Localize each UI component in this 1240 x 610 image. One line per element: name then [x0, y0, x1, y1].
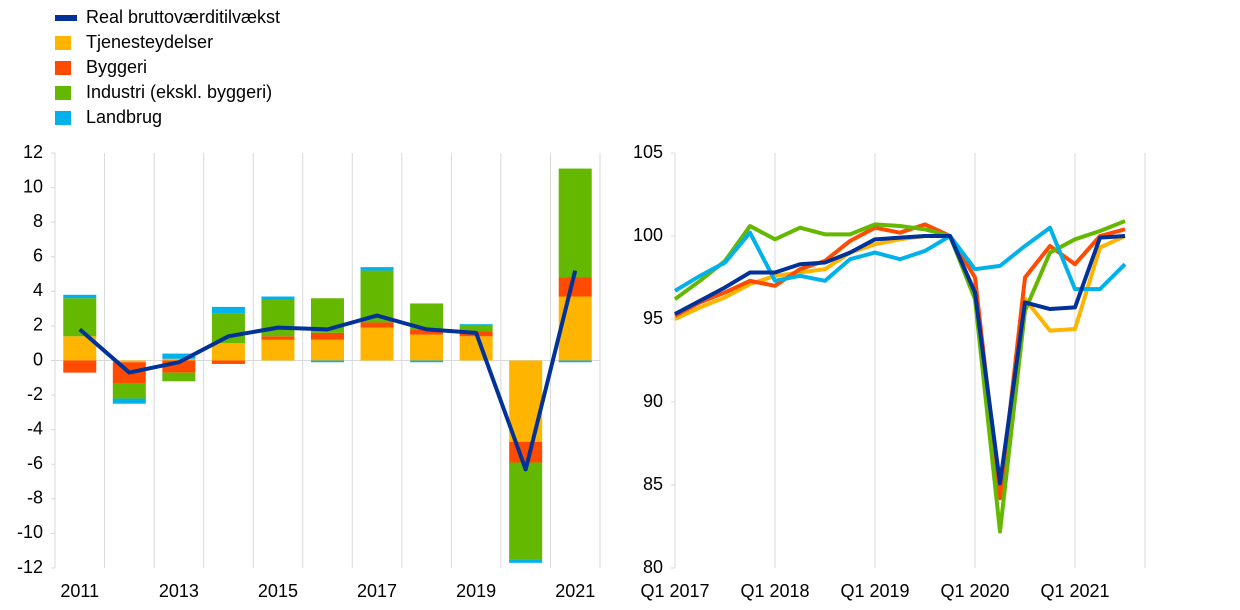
bar-segment [211, 313, 245, 344]
bar-segment [211, 343, 245, 361]
y-tick-label: 85 [643, 474, 663, 494]
line-series [674, 234, 1126, 491]
x-tick-label: 2021 [555, 581, 595, 601]
legend-label: Byggeri [86, 57, 147, 77]
bar-segment [112, 382, 146, 399]
bar-segment [311, 339, 344, 361]
bar-segment [112, 398, 146, 404]
bar-segment [558, 277, 592, 297]
bar-segment [509, 441, 543, 463]
bar-segment [509, 559, 543, 563]
y-tick-label: -12 [17, 557, 43, 577]
line-series [673, 219, 1126, 534]
x-tick-label: 2015 [258, 581, 298, 601]
y-tick-label: 100 [633, 225, 663, 245]
line-series [673, 225, 1127, 293]
x-tick-label: Q1 2018 [740, 581, 809, 601]
y-tick-label: 6 [33, 246, 43, 266]
x-tick-label: Q1 2020 [940, 581, 1009, 601]
y-tick-label: 105 [633, 142, 663, 162]
bar-segment [410, 329, 444, 335]
y-tick-label: -10 [17, 522, 43, 542]
legend-swatch [55, 36, 71, 50]
y-tick-label: -2 [27, 384, 43, 404]
line-series [674, 222, 1126, 501]
bar-segment [261, 339, 295, 361]
line-series [78, 270, 578, 472]
legend-swatch [55, 111, 71, 125]
legend-label: Tjenesteydelser [86, 32, 213, 52]
legend-swatch [55, 86, 71, 100]
bar-segment [360, 327, 394, 361]
bar-segment [261, 336, 295, 340]
y-tick-label: 95 [643, 308, 663, 328]
legend-swatch [55, 15, 77, 21]
y-tick-label: 8 [33, 211, 43, 231]
bar-segment [558, 296, 592, 361]
y-tick-label: 90 [643, 391, 663, 411]
y-tick-label: 10 [23, 176, 43, 196]
bar-segment [63, 294, 97, 299]
y-tick-label: 4 [33, 280, 43, 300]
bar-segment [360, 322, 394, 328]
bar-segment [162, 358, 196, 361]
bar-segment [360, 267, 394, 271]
y-tick-label: -4 [27, 418, 43, 438]
y-tick-label: 0 [33, 349, 43, 369]
bar-segment [459, 325, 493, 332]
x-tick-label: Q1 2019 [840, 581, 909, 601]
bar-segment [311, 332, 344, 340]
bar-segment [410, 360, 444, 363]
bar-segment [211, 360, 245, 364]
x-tick-label: 2013 [159, 581, 199, 601]
bar-segment [211, 306, 245, 314]
bar-segment [311, 360, 344, 363]
y-tick-label: -6 [27, 453, 43, 473]
legend-label: Landbrug [86, 107, 162, 127]
y-tick-label: 80 [643, 557, 663, 577]
legend-swatch [55, 61, 71, 75]
y-tick-label: 12 [23, 142, 43, 162]
legend-label: Industri (ekskl. byggeri) [86, 82, 272, 102]
bar-segment [558, 168, 592, 278]
bar-segment [261, 296, 295, 300]
line-series [674, 234, 1126, 486]
bar-segment [410, 334, 444, 361]
x-tick-label: 2019 [456, 581, 496, 601]
bar-segment [162, 372, 196, 382]
bar-segment [63, 360, 97, 373]
y-tick-label: 2 [33, 315, 43, 335]
bar-segment [459, 336, 493, 361]
bar-segment [558, 360, 592, 363]
x-tick-label: Q1 2017 [640, 581, 709, 601]
legend-label: Real bruttoværditilvækst [86, 7, 280, 27]
x-tick-label: 2017 [357, 581, 397, 601]
x-tick-label: 2011 [60, 581, 99, 601]
bar-segment [112, 360, 146, 363]
bar-segment [459, 324, 493, 326]
y-tick-label: -8 [27, 488, 43, 508]
x-tick-label: Q1 2021 [1040, 581, 1109, 601]
bar-segment [509, 462, 543, 560]
bar-segment [162, 353, 196, 359]
